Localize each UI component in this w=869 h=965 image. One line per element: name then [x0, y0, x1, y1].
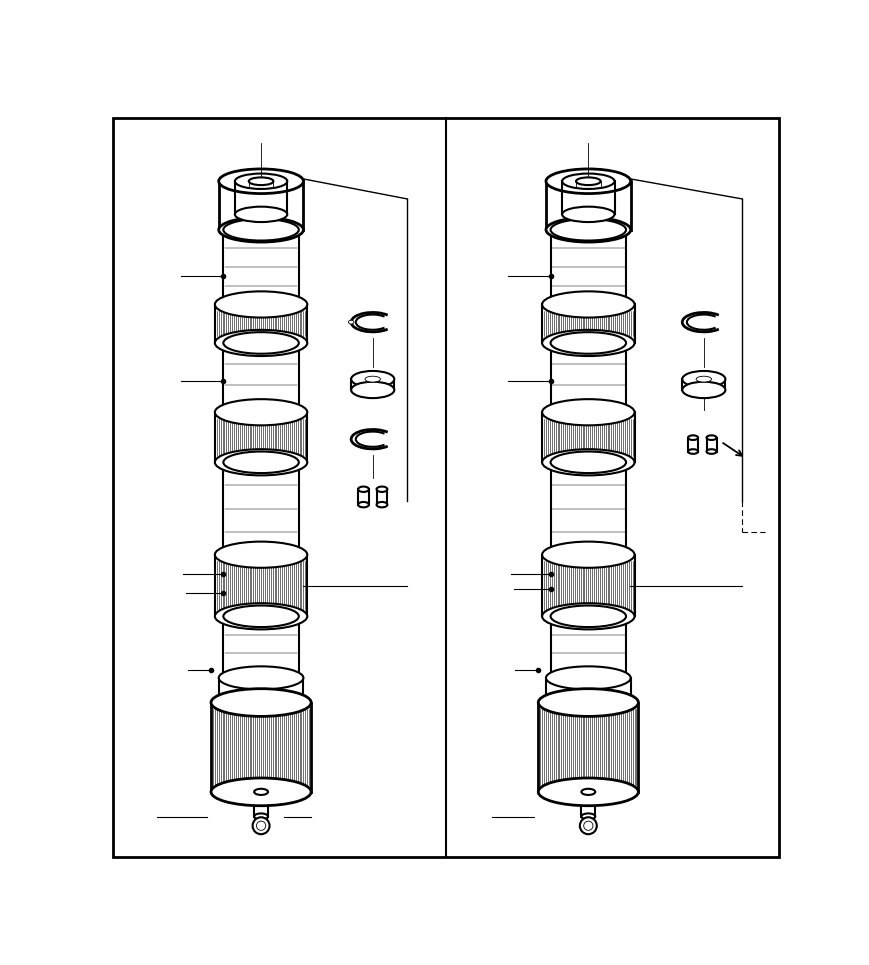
Ellipse shape [215, 541, 307, 567]
Ellipse shape [218, 691, 303, 714]
Ellipse shape [218, 217, 303, 242]
Ellipse shape [550, 219, 626, 240]
Ellipse shape [550, 667, 626, 689]
Ellipse shape [561, 207, 614, 222]
Ellipse shape [358, 486, 368, 492]
Ellipse shape [223, 401, 298, 423]
Ellipse shape [252, 817, 269, 834]
Ellipse shape [546, 667, 630, 689]
Ellipse shape [681, 382, 725, 399]
Ellipse shape [254, 813, 268, 819]
Ellipse shape [223, 667, 298, 689]
Ellipse shape [541, 330, 634, 356]
Ellipse shape [580, 813, 594, 819]
Ellipse shape [351, 371, 394, 387]
Ellipse shape [215, 400, 307, 426]
Ellipse shape [538, 689, 638, 716]
Ellipse shape [550, 401, 626, 423]
Ellipse shape [254, 788, 268, 795]
Ellipse shape [215, 603, 307, 629]
Ellipse shape [541, 400, 634, 426]
Ellipse shape [235, 207, 287, 222]
Ellipse shape [687, 450, 697, 454]
Ellipse shape [351, 382, 394, 399]
Ellipse shape [211, 689, 311, 716]
Ellipse shape [218, 667, 303, 689]
Ellipse shape [256, 821, 265, 830]
Ellipse shape [561, 174, 614, 189]
Ellipse shape [541, 450, 634, 476]
Ellipse shape [546, 217, 630, 242]
Ellipse shape [376, 486, 387, 492]
Ellipse shape [249, 178, 273, 185]
Ellipse shape [706, 435, 716, 440]
Ellipse shape [550, 293, 626, 316]
Ellipse shape [365, 376, 380, 382]
Ellipse shape [358, 502, 368, 508]
Ellipse shape [215, 291, 307, 317]
Ellipse shape [575, 178, 600, 185]
Ellipse shape [687, 435, 697, 440]
Ellipse shape [550, 452, 626, 473]
Ellipse shape [583, 821, 593, 830]
Ellipse shape [223, 332, 298, 354]
Ellipse shape [215, 330, 307, 356]
Ellipse shape [218, 169, 303, 194]
Ellipse shape [550, 544, 626, 565]
Ellipse shape [223, 452, 298, 473]
Ellipse shape [546, 169, 630, 194]
Ellipse shape [223, 605, 298, 627]
Ellipse shape [541, 291, 634, 317]
Ellipse shape [538, 778, 638, 806]
Ellipse shape [348, 320, 354, 324]
Ellipse shape [706, 450, 716, 454]
Ellipse shape [211, 778, 311, 806]
Ellipse shape [580, 788, 594, 795]
Ellipse shape [550, 332, 626, 354]
Ellipse shape [223, 293, 298, 316]
Ellipse shape [541, 603, 634, 629]
Ellipse shape [681, 371, 725, 387]
Ellipse shape [579, 817, 596, 834]
Ellipse shape [695, 376, 711, 382]
Ellipse shape [223, 219, 298, 240]
Ellipse shape [215, 450, 307, 476]
Ellipse shape [541, 541, 634, 567]
Ellipse shape [376, 502, 387, 508]
Ellipse shape [546, 691, 630, 714]
Ellipse shape [235, 174, 287, 189]
Ellipse shape [550, 605, 626, 627]
Ellipse shape [223, 544, 298, 565]
